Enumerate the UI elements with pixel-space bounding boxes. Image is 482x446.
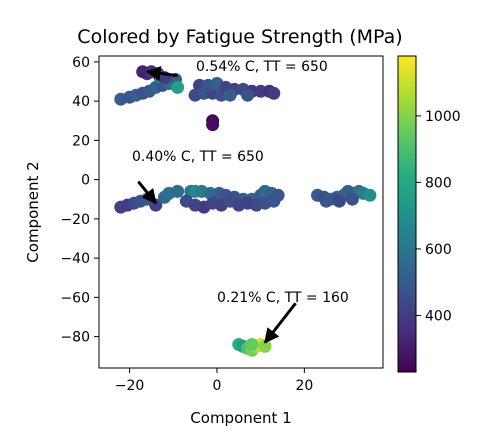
- colorbar-tick-label: 600: [425, 242, 452, 258]
- colorbar-tick-label: 1000: [425, 109, 461, 125]
- x-axis-label: Component 1: [190, 409, 291, 427]
- y-axis: 60 40 20 0 −20 −40 −60 −80: [60, 55, 99, 346]
- data-point: [223, 88, 237, 102]
- data-point: [267, 194, 281, 208]
- y-tick-label: 0: [81, 173, 90, 189]
- data-point: [171, 184, 185, 198]
- plot-frame: [98, 55, 384, 369]
- y-tick-label: 20: [72, 133, 90, 149]
- annotation-arrow: [137, 180, 157, 205]
- y-tick-label: −60: [60, 290, 90, 306]
- colorbar-tick-label: 400: [425, 308, 452, 324]
- annotation-label: 0.21% C, TT = 160: [217, 290, 349, 306]
- data-point: [267, 86, 281, 100]
- colorbar-gradient: [397, 55, 417, 373]
- colorbar: 400 600 800 1000: [397, 55, 461, 373]
- y-tick-label: −20: [60, 212, 90, 228]
- y-axis-label: Component 2: [24, 161, 42, 262]
- data-point: [171, 80, 185, 94]
- y-tick-label: 60: [72, 55, 90, 71]
- colorbar-ticks: 400 600 800 1000: [416, 109, 461, 324]
- data-point: [245, 338, 259, 351]
- scatter-points: [114, 65, 377, 357]
- x-axis: −20 0 20: [115, 368, 313, 394]
- x-tick-label: 20: [295, 378, 313, 394]
- data-point: [332, 194, 346, 208]
- chart-title: Colored by Fatigue Strength (MPa): [77, 26, 402, 48]
- y-tick-label: −80: [60, 330, 90, 346]
- annotation-label: 0.54% C, TT = 650: [196, 59, 328, 75]
- y-tick-label: −40: [60, 251, 90, 267]
- data-point: [345, 192, 359, 206]
- annotation-label: 0.40% C, TT = 650: [132, 149, 264, 165]
- data-point: [206, 118, 220, 132]
- colorbar-tick-label: 800: [425, 175, 452, 191]
- x-tick-label: −20: [115, 378, 145, 394]
- data-point: [319, 194, 333, 208]
- annotations: 0.54% C, TT = 650 0.40% C, TT = 650 0.21% …: [132, 59, 349, 344]
- annotation-arrow: [263, 302, 297, 344]
- annotation-arrow: [145, 65, 178, 81]
- x-tick-label: 0: [213, 378, 222, 394]
- data-point: [241, 88, 255, 102]
- y-tick-label: 40: [72, 94, 90, 110]
- data-point: [363, 188, 377, 202]
